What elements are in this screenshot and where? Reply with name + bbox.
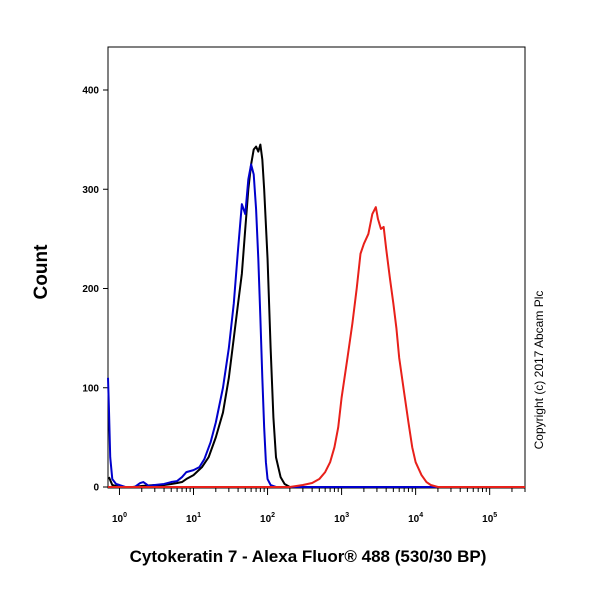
plot-frame (107, 46, 526, 489)
copyright-annotation: Copyright (c) 2017 Abcam Plc (532, 291, 546, 450)
y-tick-label: 100 (82, 383, 99, 394)
series-line-blue (107, 163, 525, 488)
x-tick-label: 103 (334, 512, 349, 525)
x-tick-label: 101 (186, 512, 201, 525)
x-tick-label: 105 (482, 512, 497, 525)
x-tick-label: 104 (408, 512, 423, 525)
y-tick-label: 200 (82, 284, 99, 295)
y-axis-label: Count (31, 244, 52, 300)
x-axis-label: Cytokeratin 7 - Alexa Fluor® 488 (530/30… (130, 547, 487, 566)
y-tick-label: 400 (82, 86, 99, 97)
x-axis-ticks: 100 101 102 103 104 105 (112, 488, 526, 525)
series-layer (107, 143, 525, 488)
y-tick-label: 0 (93, 483, 99, 494)
y-tick-label: 300 (82, 185, 99, 196)
series-line-red (108, 206, 525, 488)
y-axis-ticks: 0 100 200 300 400 (82, 86, 108, 494)
x-tick-label: 102 (260, 512, 275, 525)
series-line-black (107, 143, 525, 488)
x-tick-label: 100 (112, 512, 127, 525)
